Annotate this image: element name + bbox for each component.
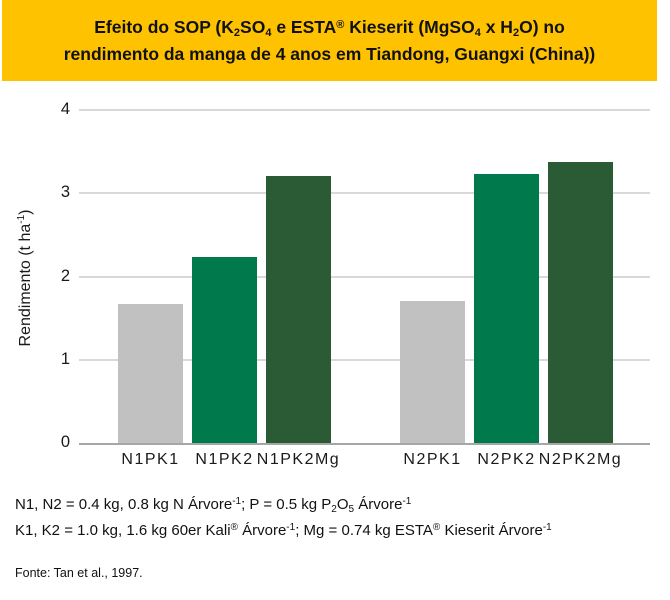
text-segment: Kieserit Árvore bbox=[440, 522, 543, 539]
text-segment: O bbox=[336, 496, 349, 513]
text-segment: rendimento da manga de 4 anos em Tiandon… bbox=[63, 43, 596, 64]
bar-N1PK1 bbox=[118, 304, 183, 443]
text-segment: K1, K2 = 1.0 kg, 1.6 kg 60er Kali bbox=[15, 522, 231, 539]
sup-text: ® bbox=[230, 522, 238, 533]
bar-N1PK2Mg bbox=[266, 176, 331, 443]
gridline-y2 bbox=[79, 275, 650, 278]
sup-text: -1 bbox=[542, 522, 552, 533]
chart-title-line-1: Efeito do SOP (K2SO4 e ESTA® Kieserit (M… bbox=[94, 14, 565, 41]
text-segment: SO bbox=[240, 16, 266, 37]
chart-title-line-2: rendimento da manga de 4 anos em Tiandon… bbox=[64, 41, 596, 68]
sup-text: -1 bbox=[286, 522, 296, 533]
gridline-y1 bbox=[79, 358, 650, 361]
x-tick-label-N2PK1: N2PK1 bbox=[403, 451, 462, 468]
sup-text: -1 bbox=[232, 496, 242, 507]
gridline-y4 bbox=[79, 109, 650, 111]
sup-text: -1 bbox=[402, 496, 412, 507]
x-axis-line bbox=[79, 443, 650, 445]
x-tick-label-N1PK2Mg: N1PK2Mg bbox=[256, 451, 341, 468]
sub-text: 2 bbox=[233, 26, 241, 39]
bar-N1PK2 bbox=[192, 257, 257, 443]
bar-N2PK2 bbox=[474, 174, 539, 443]
bar-N2PK2Mg bbox=[548, 162, 613, 443]
sup-text: ® bbox=[432, 522, 441, 533]
text-segment: e ESTA bbox=[271, 16, 337, 37]
sub-text: 5 bbox=[348, 504, 355, 515]
bar-N2PK1 bbox=[400, 301, 465, 443]
text-segment: N1, N2 = 0.4 kg, 0.8 kg N Árvore bbox=[15, 496, 233, 513]
y-tick-label-1: 1 bbox=[60, 349, 70, 368]
y-tick-label-2: 2 bbox=[60, 266, 70, 285]
x-tick-label-N2PK2Mg: N2PK2Mg bbox=[538, 451, 623, 468]
bar-chart-plot-area: 0 1 2 3 4 N1PK1 N1PK2 N1PK2Mg N2PK1 N2PK2 N2PK2Mg bbox=[0, 81, 670, 481]
y-tick-label-3: 3 bbox=[60, 183, 70, 202]
sub-text: 4 bbox=[474, 26, 481, 39]
chart-title-banner: Efeito do SOP (K2SO4 e ESTA® Kieserit (M… bbox=[2, 0, 657, 81]
text-segment: Árvore bbox=[237, 522, 287, 539]
sub-text: 2 bbox=[512, 26, 520, 39]
x-tick-label-N1PK2: N1PK2 bbox=[195, 451, 254, 468]
text-segment: Kieserit (MgSO bbox=[344, 16, 475, 37]
text-segment: x H bbox=[480, 16, 513, 37]
text-segment: Árvore bbox=[354, 496, 403, 513]
text-segment: ; Mg = 0.74 kg ESTA bbox=[295, 522, 433, 539]
x-tick-label-N2PK2: N2PK2 bbox=[477, 451, 536, 468]
footnote-line-2: K1, K2 = 1.0 kg, 1.6 kg 60er Kali® Árvor… bbox=[15, 518, 552, 544]
y-tick-label-4: 4 bbox=[60, 100, 70, 118]
footnote-treatments: N1, N2 = 0.4 kg, 0.8 kg N Árvore-1; P = … bbox=[15, 492, 552, 544]
sup-text: ® bbox=[336, 18, 345, 31]
sub-text: 2 bbox=[331, 504, 337, 515]
gridline-y3 bbox=[79, 192, 650, 195]
text-segment: ; P = 0.5 kg P bbox=[241, 496, 332, 513]
x-tick-label-N1PK1: N1PK1 bbox=[121, 451, 180, 468]
y-tick-label-0: 0 bbox=[60, 433, 70, 451]
sub-text: 4 bbox=[265, 26, 272, 39]
footnote-line-1: N1, N2 = 0.4 kg, 0.8 kg N Árvore-1; P = … bbox=[15, 492, 552, 518]
text-segment: O) no bbox=[519, 16, 565, 37]
text-segment: Efeito do SOP (K bbox=[94, 16, 234, 37]
source-citation: Fonte: Tan et al., 1997. bbox=[15, 566, 143, 580]
